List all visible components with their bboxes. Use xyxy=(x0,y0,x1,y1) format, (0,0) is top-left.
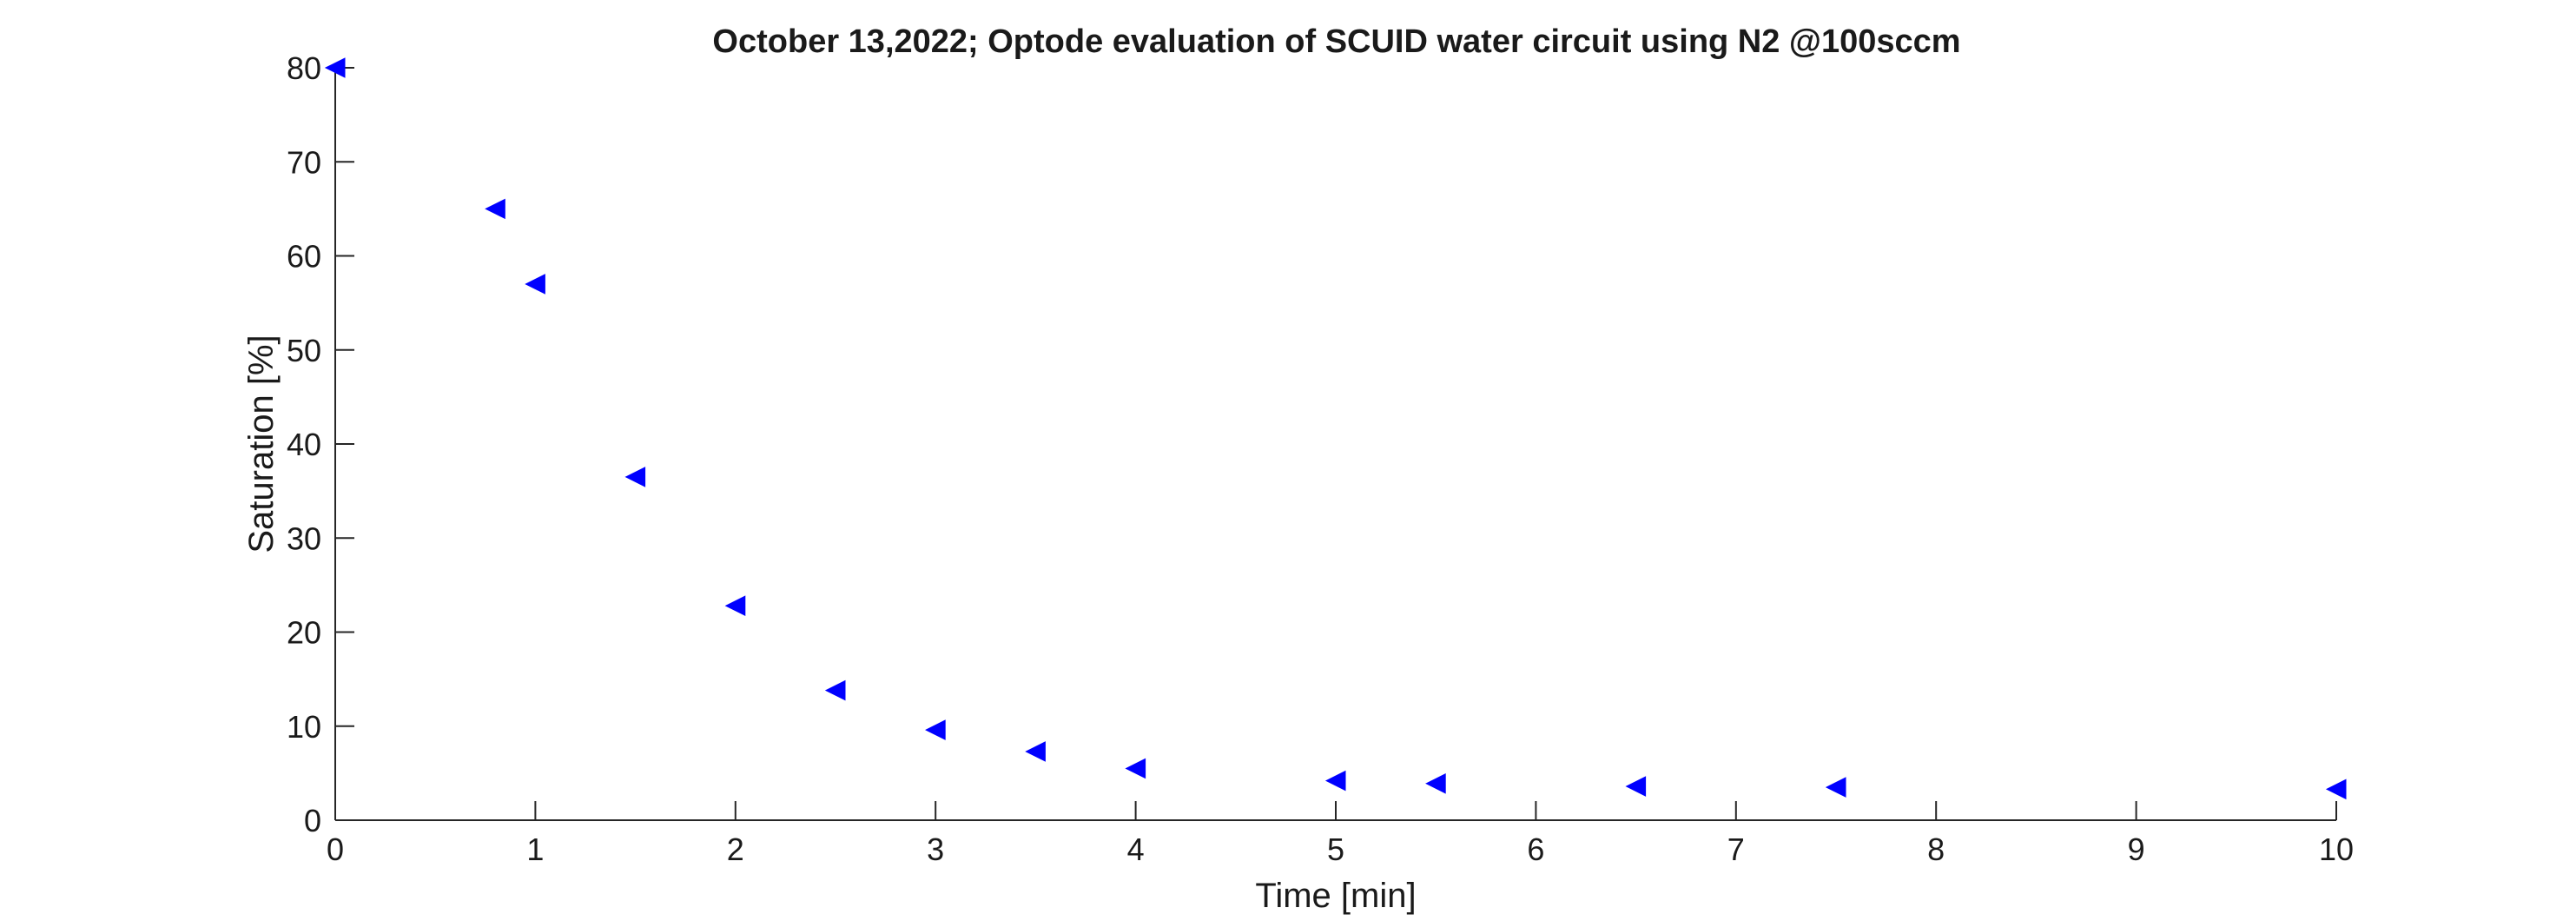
data-point xyxy=(2325,779,2347,800)
data-point xyxy=(624,467,646,487)
chart-title: October 13,2022; Optode evaluation of SC… xyxy=(712,23,1960,60)
x-axis-label: Time [min] xyxy=(1255,877,1416,915)
x-tick-label: 10 xyxy=(2319,832,2354,867)
data-point xyxy=(1625,776,1647,797)
y-tick-label: 50 xyxy=(287,333,321,368)
y-tick-label: 30 xyxy=(287,520,321,556)
y-tick-label: 0 xyxy=(304,803,321,838)
x-tick-label: 9 xyxy=(2128,832,2145,867)
x-tick-label: 1 xyxy=(526,832,544,867)
y-tick-label: 20 xyxy=(287,615,321,651)
plot-axes xyxy=(334,68,2336,821)
data-point xyxy=(1324,770,1346,792)
x-tick-label: 7 xyxy=(1727,832,1745,867)
y-tick-label: 60 xyxy=(287,239,321,275)
data-point xyxy=(1825,777,1846,798)
y-tick-label: 70 xyxy=(287,144,321,180)
y-tick-group: 0 10 20 30 40 50 60 70 80 xyxy=(287,50,354,838)
data-point xyxy=(485,198,505,220)
data-point xyxy=(824,679,846,701)
data-point xyxy=(1425,772,1446,794)
x-tick-label: 2 xyxy=(727,832,744,867)
x-tick-label: 3 xyxy=(927,832,944,867)
x-tick-label: 5 xyxy=(1327,832,1344,867)
data-point xyxy=(724,595,746,616)
data-point xyxy=(925,719,946,740)
data-point xyxy=(1025,741,1046,762)
y-tick-label: 40 xyxy=(287,427,321,462)
data-point xyxy=(324,57,346,78)
data-series xyxy=(324,57,2347,800)
y-tick-label: 10 xyxy=(287,709,321,745)
x-tick-group: 0 1 2 3 4 5 6 7 8 9 10 xyxy=(327,801,2354,867)
data-point xyxy=(1125,758,1146,779)
y-axis-label: Saturation [%] xyxy=(242,335,281,553)
x-tick-label: 6 xyxy=(1527,832,1544,867)
y-tick-label: 80 xyxy=(287,50,321,86)
data-point xyxy=(525,274,545,295)
x-tick-label: 4 xyxy=(1127,832,1145,867)
x-tick-label: 8 xyxy=(1927,832,1945,867)
x-tick-label: 0 xyxy=(327,832,344,867)
